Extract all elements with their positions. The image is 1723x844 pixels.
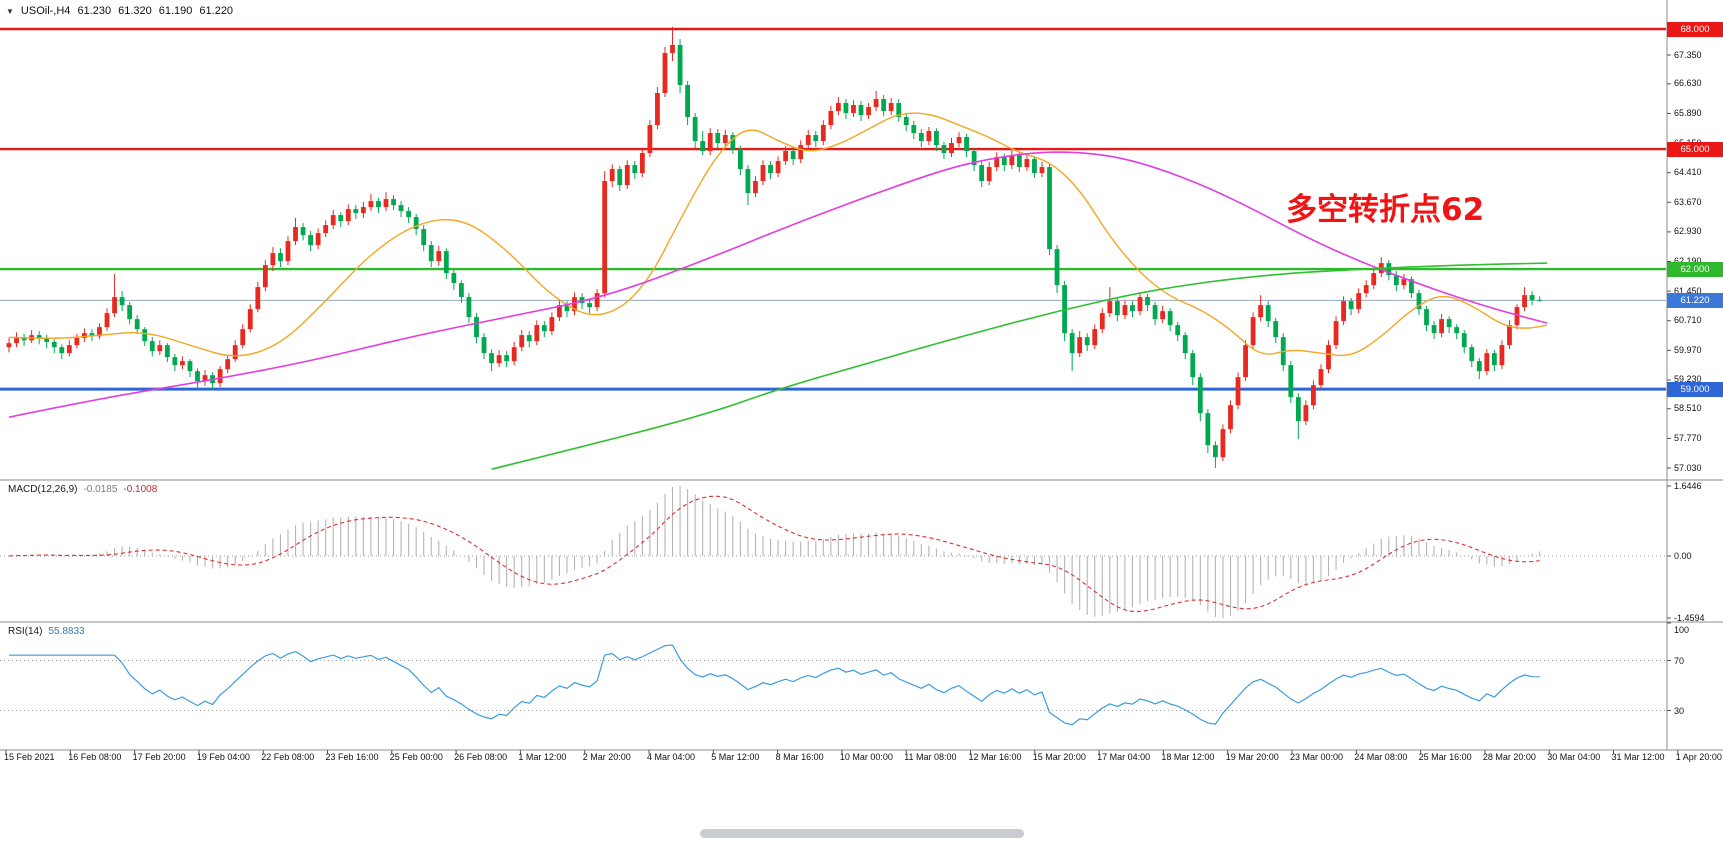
macd-indicator-label: MACD(12,26,9) -0.0185 -0.1008 <box>8 484 157 495</box>
time-axis-label: 16 Feb 08:00 <box>68 752 122 762</box>
time-axis-label: 4 Mar 04:00 <box>647 752 696 762</box>
rsi-name: RSI(14) <box>8 626 43 637</box>
macd-layer <box>0 486 1666 618</box>
price-axis-tick: 64.410 <box>1674 167 1702 178</box>
time-axis-label: 11 Mar 08:00 <box>904 752 957 762</box>
price-axis-tick: 62.930 <box>1674 226 1702 237</box>
price-axis-tick: 65.890 <box>1674 107 1702 118</box>
time-axis-label: 19 Feb 04:00 <box>196 752 250 762</box>
time-axis-label: 28 Mar 20:00 <box>1482 752 1536 762</box>
level-lines-layer[interactable] <box>0 27 1666 391</box>
ohlc-high: 61.320 <box>118 5 152 17</box>
price-axis-tick: 59.230 <box>1674 374 1702 385</box>
ma-fast-line <box>8 112 1548 357</box>
macd-signal-line <box>8 495 1540 612</box>
price-axis-tick: 58.510 <box>1674 403 1702 414</box>
time-axis-label: 24 Mar 08:00 <box>1354 752 1408 762</box>
ma-medium-line <box>8 151 1548 418</box>
rsi-layer <box>0 644 1666 726</box>
chart-annotation-text[interactable]: 多空转折点62 <box>1286 192 1485 228</box>
collapse-arrow-icon[interactable]: ▼ <box>6 6 14 16</box>
price-axis-tick: 62.190 <box>1674 256 1702 266</box>
time-axis-label: 25 Feb 00:00 <box>389 752 443 762</box>
time-axis-label: 22 Feb 08:00 <box>261 752 315 762</box>
time-axis-label: 15 Mar 20:00 <box>1032 752 1086 762</box>
macd-axis-tick: 0.00 <box>1674 550 1692 561</box>
bottom-handle-bar <box>699 829 1024 838</box>
macd-axis-tick: -1.4594 <box>1674 613 1705 623</box>
rsi-axis-tick: 30 <box>1674 705 1685 716</box>
macd-signal-value: -0.1008 <box>123 484 158 495</box>
time-axis-label: 8 Mar 16:00 <box>775 752 824 762</box>
time-axis-label: 18 Mar 12:00 <box>1161 752 1215 762</box>
rsi-line <box>9 644 1540 726</box>
time-axis-label: 31 Mar 12:00 <box>1611 752 1665 762</box>
time-axis-label: 30 Mar 04:00 <box>1547 752 1601 762</box>
time-axis-label: 17 Mar 04:00 <box>1097 752 1151 762</box>
time-axis-label: 5 Mar 12:00 <box>711 752 760 762</box>
time-axis-label: 26 Feb 08:00 <box>454 752 508 762</box>
candles-layer <box>6 26 1543 468</box>
macd-name: MACD(12,26,9) <box>8 484 78 495</box>
rsi-axis-tick: 100 <box>1674 625 1690 635</box>
time-axis-label: 23 Mar 00:00 <box>1290 752 1344 762</box>
price-level-box[interactable]: 62.000 <box>1667 261 1723 277</box>
macd-main-value: -0.0185 <box>83 484 118 495</box>
price-level-box[interactable]: 68.000 <box>1667 21 1723 37</box>
symbol-timeframe-label: USOil-,H4 <box>20 5 71 17</box>
rsi-value: 55.8833 <box>48 626 85 637</box>
chart-title: ▼ USOil-,H4 61.230 61.320 61.190 61.220 <box>6 5 233 17</box>
rsi-axis-tick: 70 <box>1674 655 1685 666</box>
price-axis-tick: 57.030 <box>1674 462 1702 473</box>
time-axis-label: 17 Feb 20:00 <box>132 752 186 762</box>
time-axis-label: 12 Mar 16:00 <box>968 752 1022 762</box>
moving-averages-layer <box>8 112 1548 470</box>
time-axis-label: 15 Feb 2021 <box>4 752 55 762</box>
price-level-box[interactable]: 59.000 <box>1667 381 1723 397</box>
time-axis-label: 23 Feb 16:00 <box>325 752 379 762</box>
price-axis-tick: 59.970 <box>1674 344 1702 355</box>
price-axis-tick: 63.670 <box>1674 196 1702 207</box>
price-axis-tick: 61.450 <box>1674 285 1702 296</box>
time-axis-label: 10 Mar 00:00 <box>839 752 893 762</box>
time-axis-label: 1 Mar 12:00 <box>518 752 567 762</box>
price-axis-tick: 57.770 <box>1674 432 1702 443</box>
price-level-box[interactable]: 65.000 <box>1667 141 1723 157</box>
macd-axis-tick: 1.6446 <box>1674 481 1702 491</box>
frame-layer <box>0 0 1723 754</box>
ohlc-close: 61.220 <box>199 5 234 17</box>
ma-slow-line <box>491 262 1548 470</box>
ohlc-open: 61.230 <box>77 5 112 17</box>
rsi-indicator-label: RSI(14) 55.8833 <box>8 626 85 637</box>
price-axis-tick: 66.630 <box>1674 78 1702 89</box>
time-axis-label: 2 Mar 20:00 <box>582 752 631 762</box>
time-axis-label: 1 Apr 20:00 <box>1675 752 1722 762</box>
bid-price-box: 61.220 <box>1667 292 1723 308</box>
price-axis-tick: 67.350 <box>1674 49 1702 60</box>
price-axis-tick: 60.710 <box>1674 315 1702 326</box>
time-axis-label: 25 Mar 16:00 <box>1418 752 1472 762</box>
time-axis-label: 19 Mar 20:00 <box>1225 752 1279 762</box>
ohlc-low: 61.190 <box>158 5 193 17</box>
